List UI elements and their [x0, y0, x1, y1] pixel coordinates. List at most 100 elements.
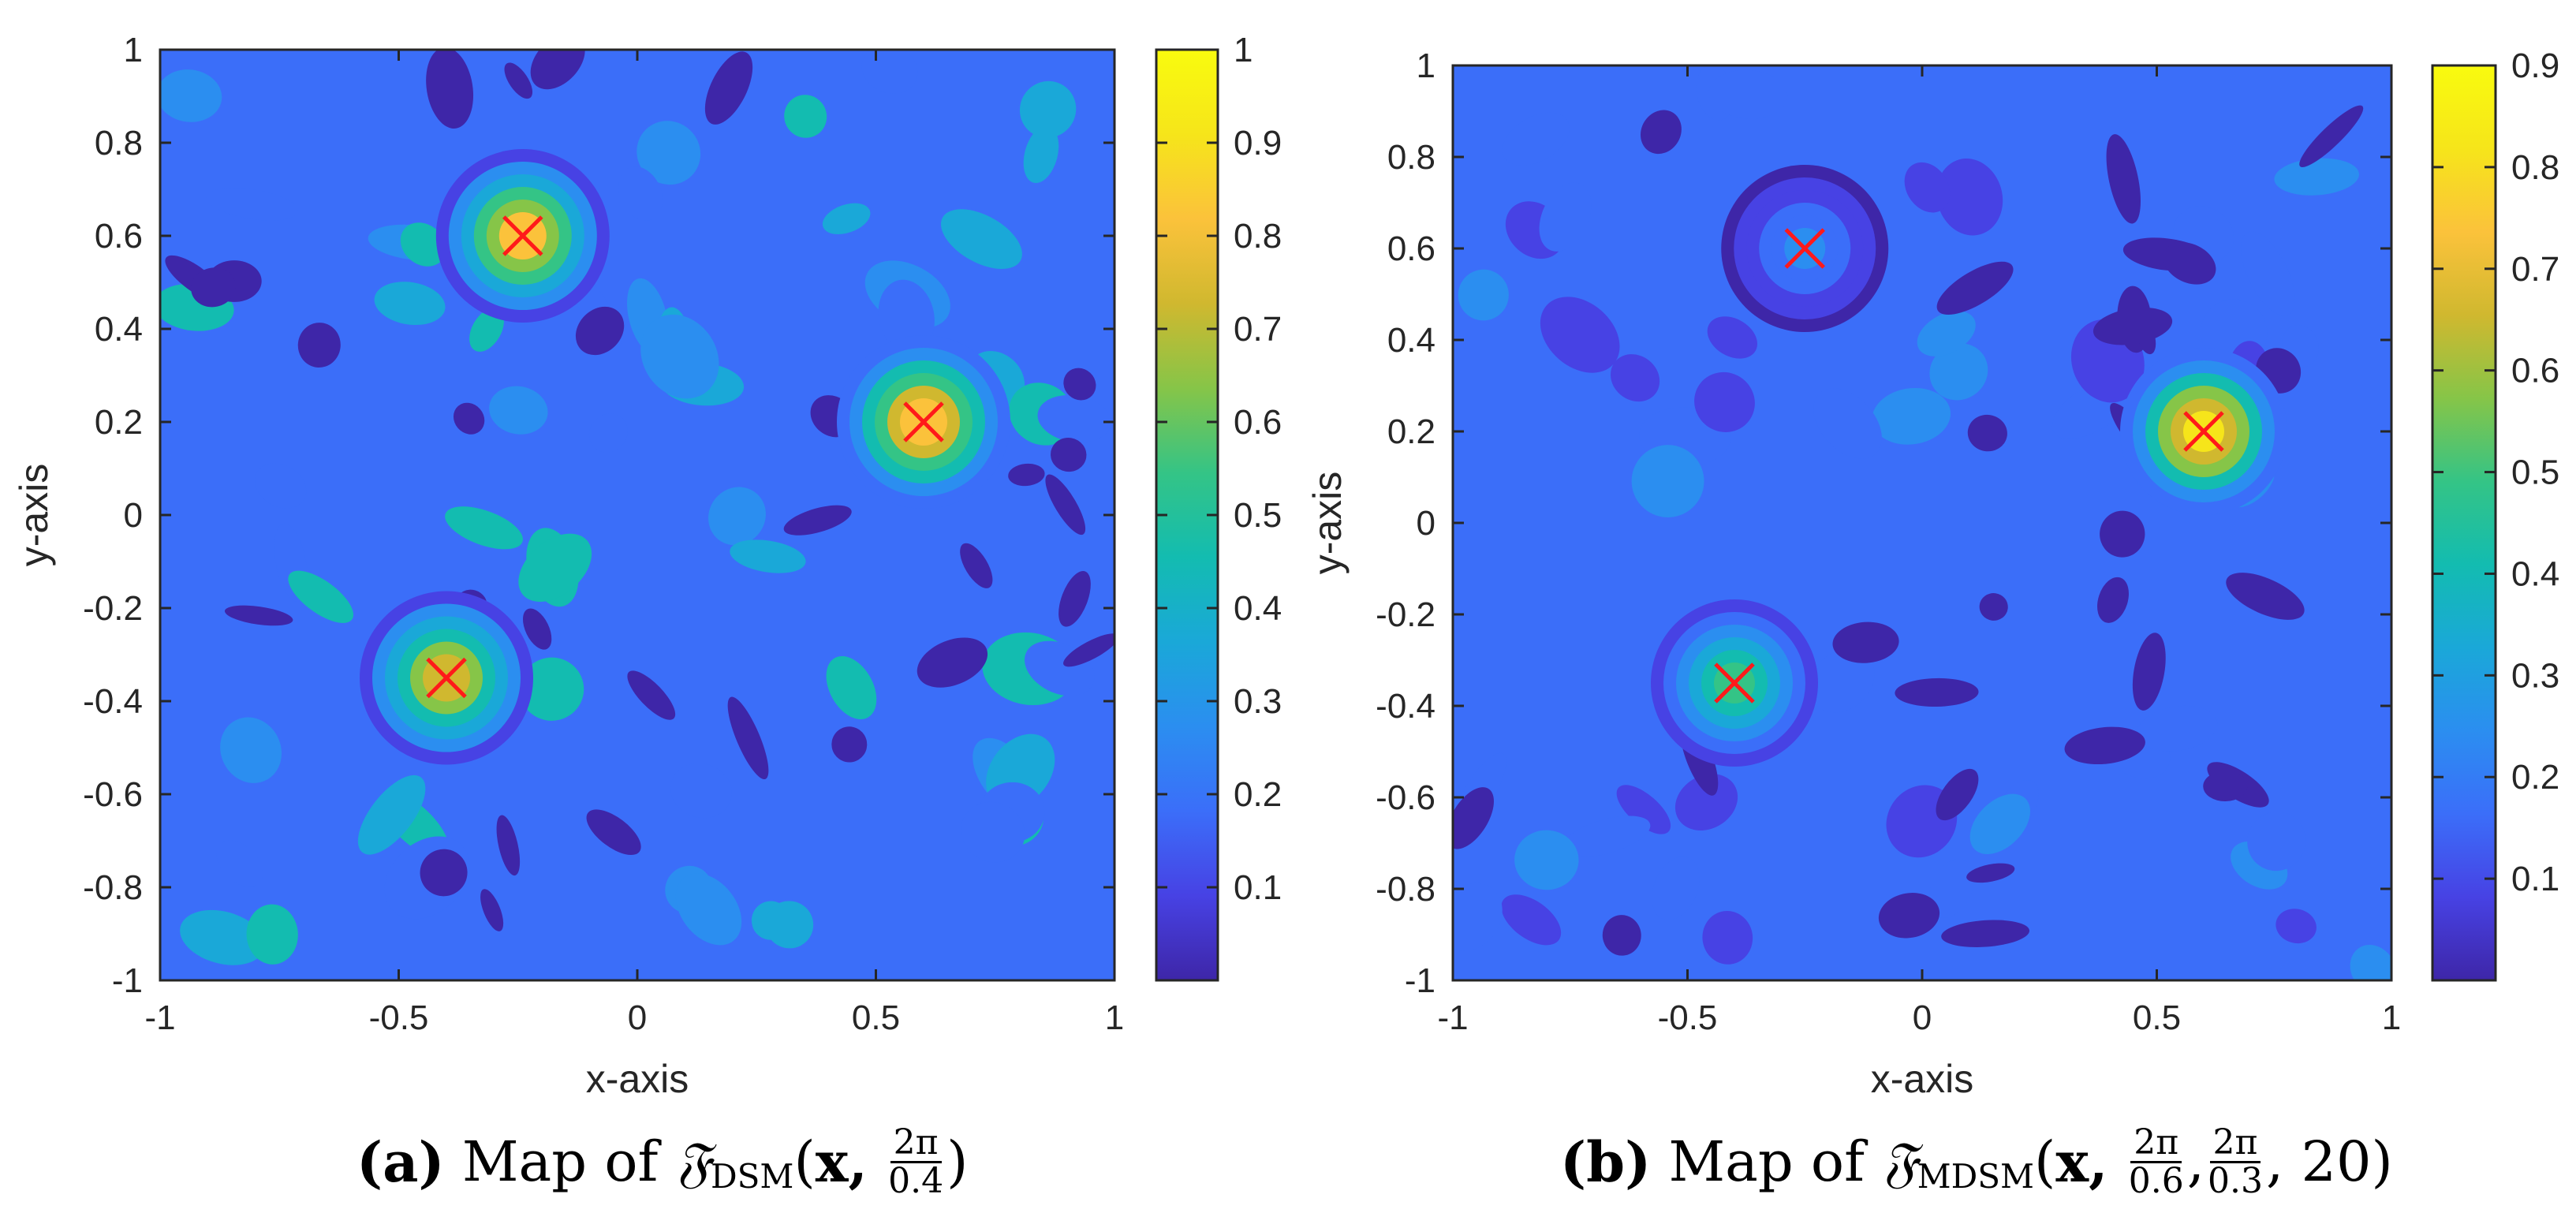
colorbar-ticks-a: 1 0.9 0.8 0.7 0.6 0.5 0.4 0.3 0.2 0.1 [1156, 31, 1282, 907]
x-axis-label-a: x-axis [586, 1057, 689, 1101]
heatmap-a-trough [496, 815, 521, 876]
colorbar-tick-label-b: 0.5 [2511, 453, 2559, 492]
colorbar-tick-label-b: 0.8 [2511, 148, 2559, 187]
y-tick-label-a: 1 [124, 31, 143, 69]
y-tick-label-a: 0.4 [95, 310, 143, 349]
heatmap-b-texture [1917, 311, 1976, 356]
heatmap-a-trough [1050, 438, 1087, 472]
colorbar-tick-label-a: 0.8 [1234, 217, 1282, 256]
heatmap-b-texture [1631, 445, 1704, 517]
caption-a-sub: DSM [710, 1156, 794, 1196]
caption-a-tail: ) [946, 1129, 969, 1194]
marker-a-0 [502, 215, 543, 256]
y-tick-label-a: -0.8 [83, 868, 143, 907]
caption-a: (a) Map of 𝔉 DSM ( x, 2π 0.4 ) [357, 1118, 968, 1205]
caption-a-frac-0-num: 2π [890, 1124, 942, 1163]
heatmap-b-texture [1502, 112, 1570, 166]
heatmap-a-texture [445, 506, 523, 550]
x-tick-label-b: 0 [1913, 998, 1932, 1037]
heatmap-b-trough [2100, 510, 2145, 558]
heatmap-b-texture [1674, 774, 1738, 831]
y-ticks-b: 1 0.8 0.6 0.4 0.2 0 -0.2 -0.4 -0.6 -0.8 -1 [1376, 47, 2391, 1000]
colorbar-tick-label-a: 0.5 [1234, 496, 1282, 535]
heatmap-b-texture [1809, 648, 1875, 713]
heatmap-b-texture [1611, 354, 1660, 402]
heatmap-a-texture [469, 308, 504, 352]
heatmap-a-trough [480, 889, 504, 931]
heatmap-a-trough [1058, 570, 1091, 627]
heatmap-b-trough [2163, 242, 2216, 285]
y-tick-label-b: 1 [1417, 47, 1435, 85]
y-axis-label-b: y-axis [1305, 472, 1350, 575]
heatmap-b-trough [1979, 593, 2008, 621]
heatmap-b-trough [2299, 105, 2364, 168]
heatmap-b-trough [2064, 726, 2145, 765]
heatmap-b-texture [2350, 944, 2391, 980]
heatmap-b-texture [1813, 388, 1882, 459]
caption-a-open: ( [793, 1129, 816, 1194]
heatmap-a-texture [637, 121, 701, 185]
heatmap-a-texture [288, 570, 354, 623]
heatmap-a-texture [878, 279, 935, 353]
heatmap-a-texture [180, 909, 265, 965]
caption-b-symbol: 𝔉 [1882, 1129, 1917, 1194]
caption-b-frac-1: 2π 0.3 [2208, 1124, 2263, 1200]
colorbar-b [2431, 64, 2497, 982]
y-tick-label-b: -0.2 [1376, 595, 1435, 634]
heatmap-a-trough [1063, 633, 1114, 667]
heatmap-a-texture [588, 413, 628, 453]
y-tick-label-a: 0 [124, 496, 143, 535]
colorbar-tick-label-a: 1 [1234, 31, 1253, 69]
heatmap-b-texture [1872, 387, 1951, 445]
heatmap-a-trough [530, 50, 585, 90]
heatmap-b-texture [2137, 705, 2218, 752]
heatmap-a-texture [1023, 125, 1059, 184]
heatmap-a-texture [357, 774, 426, 855]
heatmap-a-trough [575, 306, 625, 356]
y-tick-label-b: -0.4 [1376, 687, 1435, 726]
y-ticks-a: 1 0.8 0.6 0.4 0.2 0 -0.2 -0.4 -0.6 -0.8 -1 [83, 31, 1114, 1000]
heatmap-a-texture [826, 655, 877, 720]
heatmap-b-texture [2241, 231, 2295, 316]
y-tick-label-b: 0.2 [1387, 412, 1435, 451]
heatmap-a-trough [960, 543, 993, 588]
caption-a-label: (a) [357, 1129, 445, 1195]
y-tick-label-b: 0 [1417, 504, 1435, 543]
x-tick-label-a: 0 [628, 998, 647, 1037]
colorbar-tick-label-a: 0.9 [1234, 124, 1282, 162]
markers-a [426, 215, 944, 699]
heatmap-b-trough [1895, 677, 1979, 707]
caption-b-tail: , 20) [2265, 1129, 2393, 1194]
x-tick-label-a: 1 [1105, 998, 1124, 1037]
heatmap-a-texture [519, 657, 584, 721]
caption-b-label: (b) [1560, 1129, 1652, 1195]
heatmap-a-trough [426, 50, 474, 129]
heatmap-b-texture [1540, 297, 1620, 373]
caption-b-comma: , [2186, 1129, 2205, 1194]
heatmap-b-texture [1514, 830, 1579, 890]
caption-a-arg: x, [815, 1129, 868, 1195]
heatmap-b-trough [1936, 261, 2014, 315]
caption-b-arg: x, [2055, 1129, 2108, 1195]
caption-b-frac-0: 2π 0.6 [2129, 1124, 2184, 1200]
heatmap-b-trough [1936, 768, 1979, 821]
heatmap-a-trough [504, 62, 533, 99]
heatmap-b-texture [1458, 269, 1509, 321]
heatmap-b-trough [1641, 110, 1682, 155]
heatmap-b-texture [1562, 816, 1651, 857]
colorbar-tick-label-b: 0.4 [2511, 554, 2559, 593]
colorbar-tick-label-a: 0.3 [1234, 682, 1282, 721]
heatmap-b-trough [1832, 621, 1899, 663]
caption-b-open: ( [2034, 1129, 2056, 1194]
heatmap-b-texture [1969, 793, 2030, 855]
heatmap-b-texture [1928, 859, 1974, 918]
caption-b-frac-1-num: 2π [2209, 1124, 2261, 1163]
heatmap-b-trough [1453, 787, 1494, 849]
y-tick-label-a: -0.2 [83, 589, 143, 628]
heatmap-a-texture [784, 95, 827, 138]
caption-b-sub: MDSM [1917, 1156, 2035, 1196]
heatmap-b-trough [1967, 414, 2007, 452]
heatmap-b-texture [1707, 316, 1758, 359]
panel-b: -1 -0.5 0 0.5 1 1 0.8 0.6 0.4 0.2 0 -0.2 -0.4 -0.6 -0… [1305, 47, 2559, 1101]
